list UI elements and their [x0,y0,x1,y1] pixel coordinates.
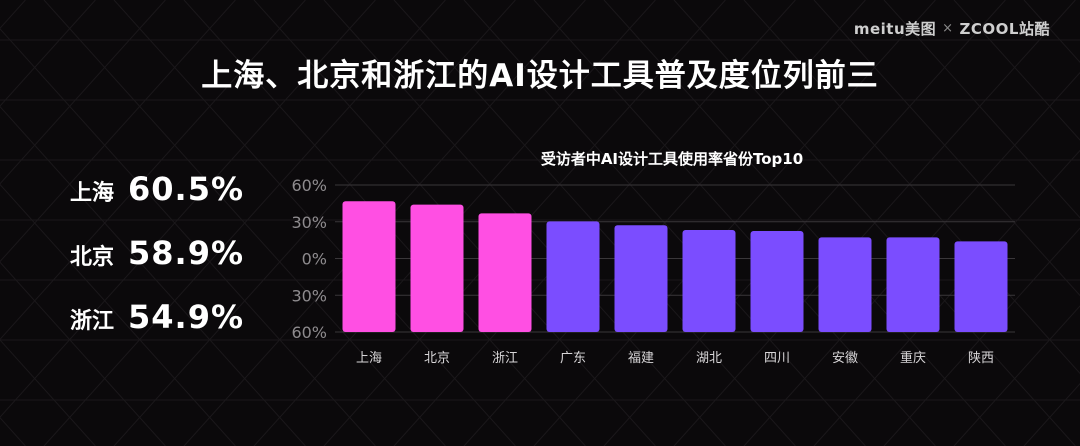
bar [614,225,668,332]
x-tick-label: 重庆 [900,350,926,366]
stat-value: 58.9% [128,234,245,272]
bar [886,237,940,332]
x-tick-label: 上海 [356,351,382,366]
y-axis-ticks: 60% 30% 0% 30% 60% [291,176,327,342]
brand-separator: × [942,21,954,36]
bar [478,213,532,332]
bar [342,201,396,332]
x-tick-label: 陕西 [968,351,994,366]
x-tick-label: 安徽 [832,351,858,366]
meitu-logo: meitu美图 [853,20,937,38]
x-tick-label: 北京 [424,351,450,366]
x-tick-label: 浙江 [492,351,518,366]
bar [682,229,736,332]
chart-title: 受访者中AI设计工具使用率省份Top10 [541,150,803,168]
y-tick-label: 0% [302,250,327,269]
zcool-logo: ZCOOL站酷 [959,20,1050,38]
bar [750,231,804,332]
bar [818,237,872,332]
stat-region: 上海 [70,181,115,206]
stat-item: 上海 60.5% [70,170,244,234]
y-tick-label: 30% [291,213,327,232]
highlight-stats: 上海 60.5% 北京 58.9% 浙江 54.9% [70,170,244,362]
stat-region: 北京 [70,245,115,270]
stat-value: 60.5% [128,170,245,208]
stat-item: 浙江 54.9% [70,298,244,362]
x-axis-labels: 上海 北京 浙江 广东 福建 湖北 四川 安徽 重庆 陕西 [356,350,994,366]
y-tick-label: 60% [291,323,327,342]
bars [342,201,1008,332]
stat-value: 54.9% [128,298,245,336]
y-tick-label: 60% [291,176,327,195]
bar [954,241,1008,332]
x-tick-label: 湖北 [696,351,722,366]
brand-logos: meitu美图 × ZCOOL站酷 [854,18,1050,39]
page-title: 上海、北京和浙江的AI设计工具普及度位列前三 [201,58,879,94]
stat-item: 北京 58.9% [70,234,244,298]
bar [546,221,600,332]
bar [410,204,464,332]
x-tick-label: 福建 [628,351,654,366]
x-tick-label: 四川 [764,351,790,366]
x-tick-label: 广东 [560,351,586,366]
stat-region: 浙江 [70,309,115,334]
y-tick-label: 30% [291,286,327,305]
